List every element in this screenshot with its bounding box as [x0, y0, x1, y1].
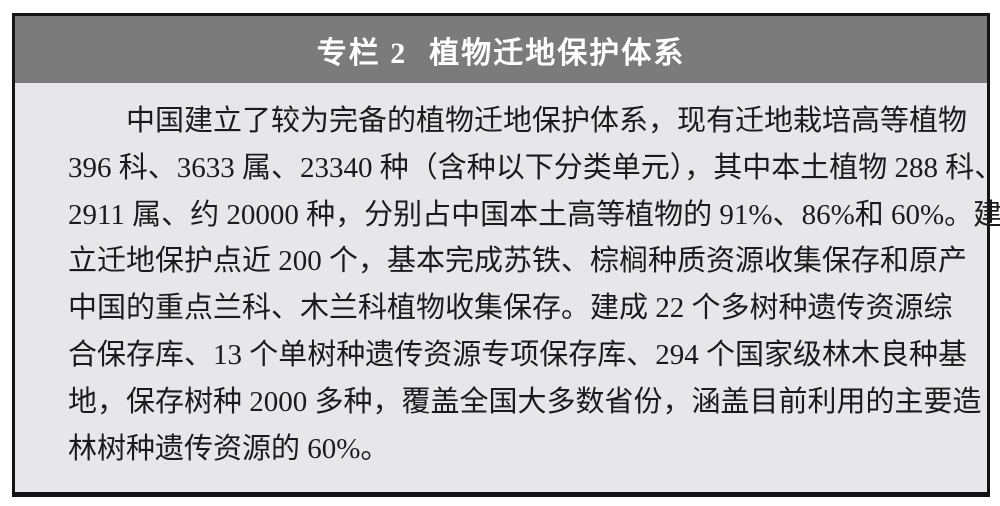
- box-body: 中国建立了较为完备的植物迁地保护体系，现有迁地栽培高等植物 396 科、3633…: [15, 83, 1000, 472]
- body-line: 中国的重点兰科、木兰科植物收集保存。建成 22 个多树种遗传资源综: [68, 292, 953, 325]
- sidebar-box-2: 专栏 2 植物迁地保护体系 中国建立了较为完备的植物迁地保护体系，现有迁地栽培高…: [12, 13, 1000, 497]
- body-line: 396 科、3633 属、23340 种（含种以下分类单元），其中本土植物 28…: [68, 151, 1000, 184]
- body-line: 合保存库、13 个单树种遗传资源专项保存库、294 个国家级林木良种基: [68, 338, 968, 371]
- box-header-title: 植物迁地保护体系: [429, 36, 686, 70]
- body-line: 中国建立了较为完备的植物迁地保护体系，现有迁地栽培高等植物: [126, 105, 968, 137]
- body-line: 立迁地保护点近 200 个，基本完成苏铁、棕榈种质资源收集保存和原产: [68, 245, 968, 278]
- body-line: 林树种遗传资源的 60%。: [68, 432, 390, 465]
- body-line: 2911 属、约 20000 种，分别占中国本土高等植物的 91%、86%和 6…: [68, 198, 1000, 231]
- body-line: 地，保存树种 2000 多种，覆盖全国大多数省份，涵盖目前利用的主要造: [68, 385, 982, 418]
- box-header-label: 专栏 2: [316, 36, 408, 70]
- box-header: 专栏 2 植物迁地保护体系: [15, 16, 987, 83]
